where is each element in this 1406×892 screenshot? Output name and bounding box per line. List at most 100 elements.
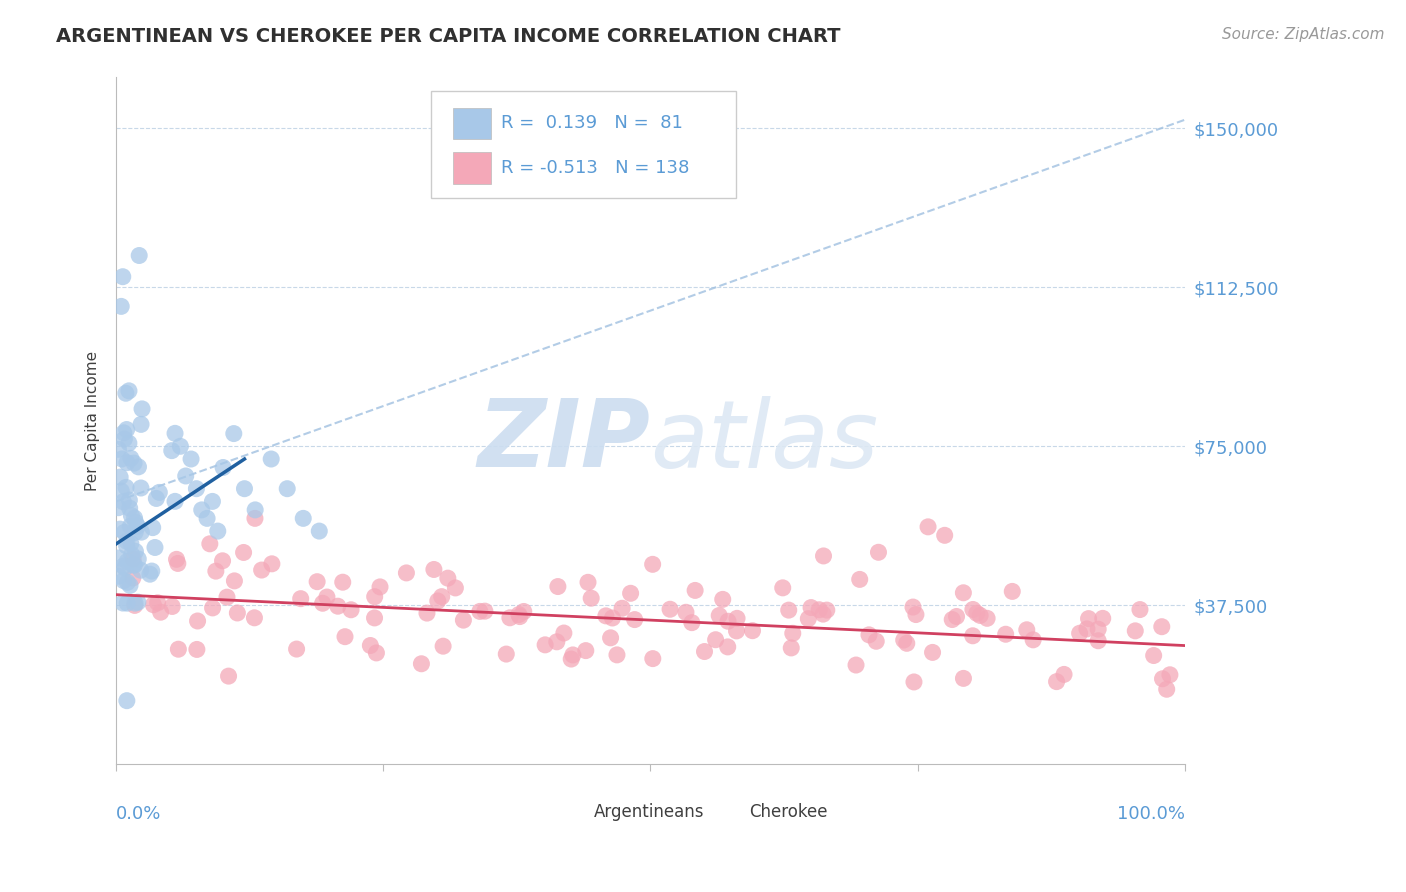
Text: 100.0%: 100.0% bbox=[1116, 805, 1185, 823]
Point bbox=[359, 639, 381, 653]
Point bbox=[186, 482, 208, 496]
Point bbox=[124, 525, 146, 540]
Point bbox=[160, 443, 183, 458]
Point bbox=[717, 640, 740, 654]
Point bbox=[127, 552, 149, 566]
Point bbox=[112, 494, 135, 508]
Point bbox=[115, 555, 138, 569]
Point bbox=[444, 581, 467, 595]
Point bbox=[285, 642, 308, 657]
Point bbox=[224, 574, 246, 588]
Point bbox=[120, 451, 142, 466]
Point bbox=[190, 503, 212, 517]
Point bbox=[118, 384, 141, 398]
Point bbox=[127, 459, 149, 474]
Point bbox=[468, 604, 491, 618]
Point bbox=[124, 544, 146, 558]
Point bbox=[141, 564, 163, 578]
Point bbox=[797, 612, 820, 626]
Point bbox=[166, 557, 188, 571]
Point bbox=[620, 586, 643, 600]
Point bbox=[131, 525, 153, 540]
Text: 0.0%: 0.0% bbox=[117, 805, 162, 823]
Point bbox=[423, 562, 446, 576]
Point bbox=[416, 606, 439, 620]
Point bbox=[111, 596, 134, 610]
Point bbox=[1045, 674, 1067, 689]
Point bbox=[945, 609, 967, 624]
Point bbox=[212, 460, 235, 475]
Point bbox=[118, 501, 141, 516]
Point bbox=[1015, 623, 1038, 637]
Point bbox=[711, 592, 734, 607]
Point bbox=[167, 642, 190, 657]
Point bbox=[966, 607, 988, 621]
Point bbox=[1156, 682, 1178, 697]
Point bbox=[363, 590, 385, 604]
Point bbox=[641, 651, 664, 665]
FancyBboxPatch shape bbox=[453, 153, 491, 184]
Point bbox=[121, 548, 143, 562]
FancyBboxPatch shape bbox=[453, 108, 491, 139]
Point bbox=[108, 470, 131, 484]
Point bbox=[139, 567, 162, 582]
Point bbox=[575, 643, 598, 657]
Point bbox=[115, 386, 138, 401]
Point bbox=[276, 482, 298, 496]
Point bbox=[180, 452, 202, 467]
Point bbox=[174, 469, 197, 483]
Point bbox=[1087, 622, 1109, 636]
Point bbox=[260, 452, 283, 467]
Point bbox=[683, 583, 706, 598]
Point bbox=[547, 580, 569, 594]
Point bbox=[107, 500, 129, 515]
Point bbox=[437, 571, 460, 585]
Point bbox=[186, 642, 208, 657]
Point bbox=[149, 605, 172, 619]
Point bbox=[1001, 584, 1024, 599]
Point bbox=[576, 575, 599, 590]
Point bbox=[124, 596, 146, 610]
Text: atlas: atlas bbox=[651, 396, 879, 487]
Point bbox=[308, 524, 330, 538]
Point bbox=[115, 534, 138, 549]
Point bbox=[120, 536, 142, 550]
Point bbox=[124, 558, 146, 572]
Point bbox=[717, 614, 740, 628]
Point bbox=[124, 599, 146, 613]
Point bbox=[813, 549, 835, 563]
Point bbox=[120, 519, 142, 533]
Point bbox=[115, 596, 138, 610]
Point bbox=[145, 491, 167, 506]
Point bbox=[560, 652, 582, 666]
Point bbox=[599, 631, 621, 645]
Point bbox=[952, 672, 974, 686]
Text: Source: ZipAtlas.com: Source: ZipAtlas.com bbox=[1222, 27, 1385, 42]
Point bbox=[962, 602, 984, 616]
Text: Cherokee: Cherokee bbox=[749, 804, 827, 822]
Point bbox=[845, 658, 868, 673]
Point bbox=[127, 595, 149, 609]
Point bbox=[903, 675, 925, 690]
Point bbox=[453, 613, 475, 627]
Point bbox=[243, 611, 266, 625]
Point bbox=[163, 494, 186, 508]
Point bbox=[553, 626, 575, 640]
Point bbox=[868, 545, 890, 559]
Point bbox=[290, 591, 312, 606]
Point bbox=[163, 426, 186, 441]
Text: Argentineans: Argentineans bbox=[593, 804, 704, 822]
Point bbox=[941, 613, 963, 627]
Point bbox=[142, 598, 165, 612]
Point bbox=[115, 694, 138, 708]
Point bbox=[115, 456, 138, 470]
Point bbox=[107, 569, 129, 583]
Point bbox=[865, 634, 887, 648]
Point bbox=[114, 561, 136, 575]
Point bbox=[340, 603, 363, 617]
Point bbox=[1087, 633, 1109, 648]
Point bbox=[207, 524, 229, 538]
Point bbox=[681, 615, 703, 630]
Point bbox=[641, 558, 664, 572]
Point bbox=[169, 439, 191, 453]
